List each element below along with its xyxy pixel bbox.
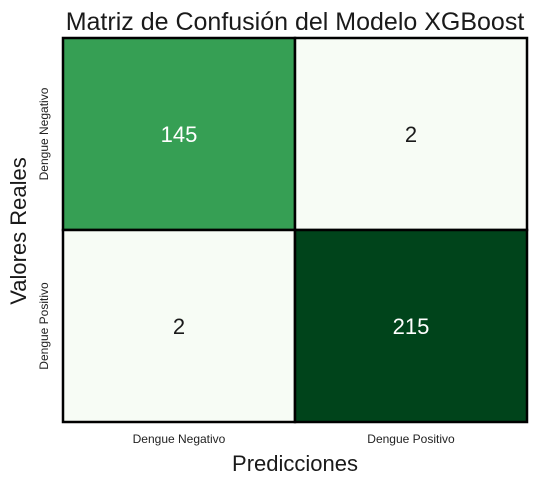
heatmap-cells — [61, 36, 529, 424]
x-tick-label: Dengue Negativo — [133, 432, 226, 446]
chart-title: Matriz de Confusión del Modelo XGBoost — [66, 8, 525, 36]
x-axis-label: Predicciones — [232, 451, 358, 476]
y-tick-label: Dengue Positivo — [37, 282, 51, 370]
heatmap-cell — [61, 228, 297, 424]
y-tick-labels: Dengue Negativo Dengue Positivo — [37, 87, 51, 369]
heatmap-cell-value: 145 — [161, 122, 198, 147]
y-tick-label: Dengue Negativo — [37, 87, 51, 180]
heatmap-cell-value: 2 — [173, 314, 185, 339]
heatmap-cell-value: 2 — [405, 122, 417, 147]
heatmap-cell — [293, 228, 529, 424]
heatmap-cell-value: 215 — [393, 314, 430, 339]
y-axis-label: Valores Reales — [6, 157, 31, 305]
heatmap-cell — [293, 36, 529, 232]
heatmap-cell — [61, 36, 297, 232]
x-tick-labels: Dengue Negativo Dengue Positivo — [133, 432, 455, 446]
heatmap-cell-labels: 145 2 2 215 — [161, 122, 430, 339]
x-tick-label: Dengue Positivo — [367, 432, 455, 446]
